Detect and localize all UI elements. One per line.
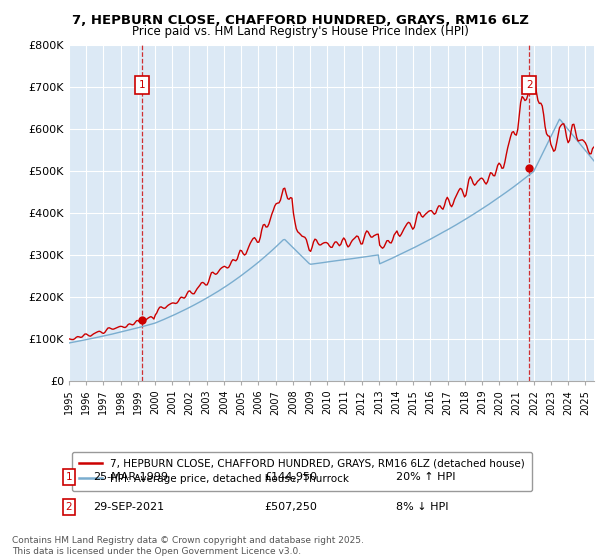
Text: 1: 1 [139, 80, 145, 90]
Text: 25-MAR-1999: 25-MAR-1999 [93, 472, 168, 482]
Legend: 7, HEPBURN CLOSE, CHAFFORD HUNDRED, GRAYS, RM16 6LZ (detached house), HPI: Avera: 7, HEPBURN CLOSE, CHAFFORD HUNDRED, GRAY… [71, 451, 532, 491]
Text: 1: 1 [65, 472, 73, 482]
Text: £507,250: £507,250 [264, 502, 317, 512]
Text: 8% ↓ HPI: 8% ↓ HPI [396, 502, 449, 512]
Text: £144,950: £144,950 [264, 472, 317, 482]
Text: 2: 2 [526, 80, 533, 90]
Text: Contains HM Land Registry data © Crown copyright and database right 2025.
This d: Contains HM Land Registry data © Crown c… [12, 536, 364, 556]
Text: 20% ↑ HPI: 20% ↑ HPI [396, 472, 455, 482]
Text: Price paid vs. HM Land Registry's House Price Index (HPI): Price paid vs. HM Land Registry's House … [131, 25, 469, 38]
Text: 29-SEP-2021: 29-SEP-2021 [93, 502, 164, 512]
Text: 2: 2 [65, 502, 73, 512]
Text: 7, HEPBURN CLOSE, CHAFFORD HUNDRED, GRAYS, RM16 6LZ: 7, HEPBURN CLOSE, CHAFFORD HUNDRED, GRAY… [71, 14, 529, 27]
